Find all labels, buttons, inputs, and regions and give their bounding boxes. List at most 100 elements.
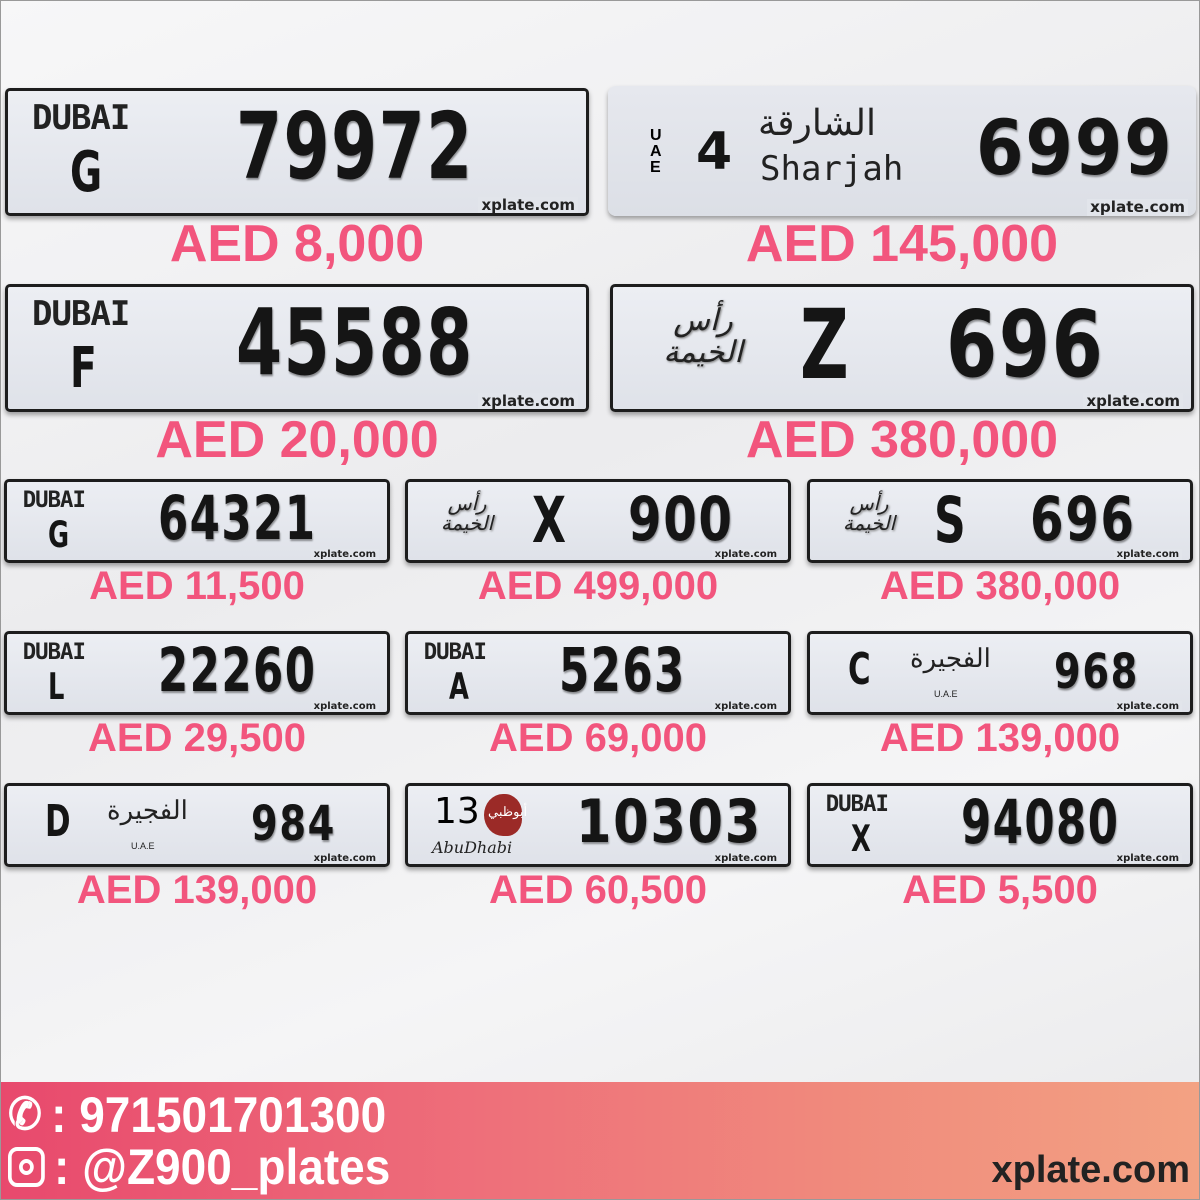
plate-price: AED 11,500 — [89, 564, 305, 608]
plate-rak[interactable]: رأس الخيمة S 696 xplate.com — [807, 479, 1193, 563]
plate-watermark: xplate.com — [310, 701, 379, 712]
plate-watermark: xplate.com — [711, 853, 780, 864]
plate-watermark: xplate.com — [478, 196, 578, 213]
plate-number: 45588 — [235, 289, 474, 396]
plate-watermark: xplate.com — [1113, 853, 1182, 864]
dubai-logo: DUBAI — [825, 790, 889, 817]
sharjah-logo-arabic: الشارقة — [758, 103, 876, 144]
plate-price: AED 139,000 — [76, 868, 318, 912]
site-name[interactable]: xplate.com — [991, 1149, 1190, 1191]
plate-fujairah[interactable]: D الفجيرة U.A.E 984 xplate.com — [4, 783, 390, 867]
plate-number: 10303 — [576, 787, 762, 857]
plate-number: 64321 — [157, 483, 316, 554]
dubai-logo: DUBAI — [22, 486, 86, 513]
fujairah-uae-label: U.A.E — [131, 841, 155, 851]
plate-dubai[interactable]: DUBAI L 22260 xplate.com — [4, 631, 390, 715]
plate-listing[interactable]: رأس الخيمة X 900 xplate.com AED 499,000 — [405, 479, 791, 613]
plate-price: AED 60,500 — [489, 868, 707, 912]
plate-listing[interactable]: DUBAI F 45588 xplate.com AED 20,000 — [5, 284, 589, 469]
plate-code: L — [47, 665, 65, 709]
plate-price: AED 5,500 — [902, 868, 1098, 912]
plate-watermark: xplate.com — [310, 549, 379, 560]
plate-watermark: xplate.com — [1113, 701, 1182, 712]
fujairah-logo: الفجيرة — [910, 644, 991, 674]
plate-price: AED 29,500 — [88, 716, 306, 760]
plate-number: 94080 — [960, 787, 1119, 858]
dubai-logo: DUBAI — [423, 638, 487, 665]
abudhabi-logo-emblem — [484, 794, 522, 836]
plate-rak[interactable]: رأس الخيمة Z 696 xplate.com — [610, 284, 1194, 412]
plate-listing[interactable]: DUBAI G 64321 xplate.com AED 11,500 — [4, 479, 390, 613]
plate-listing[interactable]: DUBAI X 94080 xplate.com AED 5,500 — [807, 783, 1193, 917]
plate-number: 968 — [1054, 644, 1139, 700]
plate-code: G — [70, 140, 103, 205]
abudhabi-logo-text: AbuDhabi — [432, 838, 513, 857]
plate-sharjah[interactable]: UAE 4 الشارقة Sharjah 6999 xplate.com — [608, 86, 1196, 216]
instagram-icon — [8, 1147, 45, 1187]
plate-number: 696 — [1030, 484, 1136, 555]
phone-icon: ✆ — [8, 1090, 42, 1139]
rak-logo: رأس الخيمة — [843, 491, 896, 536]
plate-watermark: xplate.com — [1083, 392, 1183, 409]
plate-watermark: xplate.com — [1087, 199, 1188, 216]
plate-code: F — [70, 336, 97, 401]
plate-number: 22260 — [157, 635, 316, 706]
plate-code: X — [531, 483, 566, 557]
plate-price: AED 139,000 — [879, 716, 1121, 760]
plate-dubai[interactable]: DUBAI A 5263 xplate.com — [405, 631, 791, 715]
plate-number: 900 — [628, 484, 734, 555]
plate-code: 13 — [434, 791, 480, 832]
plate-code: Z — [799, 289, 849, 401]
rak-logo: رأس الخيمة — [441, 491, 494, 536]
plate-dubai[interactable]: DUBAI F 45588 xplate.com — [5, 284, 589, 412]
plate-watermark: xplate.com — [1113, 549, 1182, 560]
plate-number: 696 — [945, 291, 1105, 398]
plate-listing[interactable]: رأس الخيمة Z 696 xplate.com AED 380,000 — [610, 284, 1194, 469]
plate-rak[interactable]: رأس الخيمة X 900 xplate.com — [405, 479, 791, 563]
fujairah-uae-label: U.A.E — [934, 689, 958, 699]
abudhabi-logo-arabic: أبوظبي — [488, 805, 528, 820]
plate-price: AED 8,000 — [169, 215, 425, 273]
plate-listing[interactable]: رأس الخيمة S 696 xplate.com AED 380,000 — [807, 479, 1193, 613]
plate-listing[interactable]: DUBAI G 79972 xplate.com AED 8,000 — [5, 88, 589, 273]
plate-number: 79972 — [235, 93, 474, 200]
plate-dubai[interactable]: DUBAI G 79972 xplate.com — [5, 88, 589, 216]
plate-code: X — [850, 817, 871, 861]
plate-price: AED 380,000 — [745, 411, 1059, 469]
plate-listing[interactable]: UAE 4 الشارقة Sharjah 6999 xplate.com AED 145… — [608, 86, 1196, 273]
plate-dubai[interactable]: DUBAI G 64321 xplate.com — [4, 479, 390, 563]
plate-code: G — [47, 513, 69, 557]
phone-line[interactable]: ✆ : 971501701300 — [8, 1090, 386, 1140]
plate-watermark: xplate.com — [711, 549, 780, 560]
plate-code: 4 — [696, 122, 733, 182]
instagram-handle: : @Z900_plates — [54, 1139, 391, 1195]
plate-listing[interactable]: DUBAI A 5263 xplate.com AED 69,000 — [405, 631, 791, 765]
plate-dubai[interactable]: DUBAI X 94080 xplate.com — [807, 783, 1193, 867]
plate-watermark: xplate.com — [310, 853, 379, 864]
plate-price: AED 499,000 — [477, 564, 719, 608]
plate-number: 5263 — [558, 635, 686, 706]
dubai-logo: DUBAI — [32, 294, 130, 334]
plate-fujairah[interactable]: C الفجيرة U.A.E 968 xplate.com — [807, 631, 1193, 715]
plate-listing[interactable]: C الفجيرة U.A.E 968 xplate.com AED 139,000 — [807, 631, 1193, 765]
plate-code: C — [848, 644, 871, 695]
plate-listing[interactable]: DUBAI L 22260 xplate.com AED 29,500 — [4, 631, 390, 765]
rak-logo: رأس الخيمة — [663, 303, 743, 370]
instagram-line[interactable]: : @Z900_plates — [8, 1142, 390, 1192]
plate-watermark: xplate.com — [711, 701, 780, 712]
phone-number: : 971501701300 — [51, 1087, 387, 1143]
plate-price: AED 69,000 — [489, 716, 707, 760]
sharjah-logo-text: Sharjah — [760, 149, 904, 189]
plate-listing[interactable]: 13 أبوظبي AbuDhabi 10303 xplate.com AED 60,5… — [405, 783, 791, 917]
plate-abudhabi[interactable]: 13 أبوظبي AbuDhabi 10303 xplate.com — [405, 783, 791, 867]
uae-vertical-label: UAE — [650, 127, 662, 176]
plate-listing[interactable]: D الفجيرة U.A.E 984 xplate.com AED 139,000 — [4, 783, 390, 917]
plate-watermark: xplate.com — [478, 392, 578, 409]
plate-code: S — [933, 483, 966, 557]
plate-code: A — [448, 665, 469, 709]
dubai-logo: DUBAI — [32, 98, 130, 138]
plate-number: 6999 — [976, 103, 1174, 192]
plate-number: 984 — [251, 796, 336, 852]
contact-footer: ✆ : 971501701300 : @Z900_plates xplate.c… — [0, 1082, 1200, 1200]
plate-price: AED 20,000 — [155, 411, 439, 469]
